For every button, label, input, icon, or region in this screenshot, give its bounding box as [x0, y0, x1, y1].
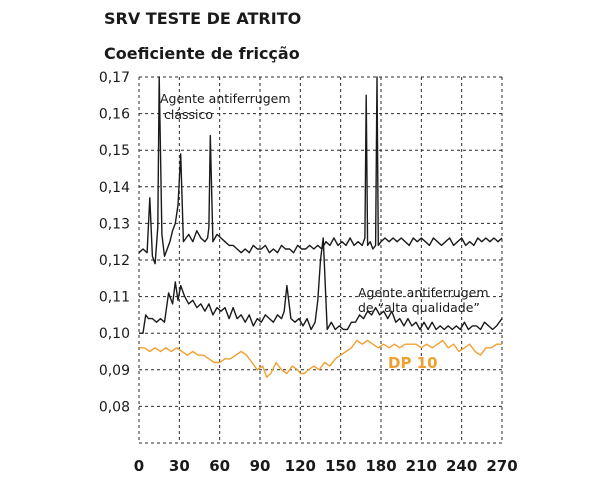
annotation-2: DP 10: [388, 354, 438, 372]
y-tick-label: 0,17: [99, 70, 130, 86]
series-line-0: [138, 76, 503, 265]
x-tick-label: 60: [209, 457, 230, 475]
x-tick-label: 30: [169, 457, 190, 475]
y-tick-label: 0,10: [99, 326, 130, 342]
y-axis-title: Coeficiente de fricção: [104, 44, 300, 63]
y-tick-label: 0,16: [99, 107, 130, 123]
annotation-line: Agente antiferrugem: [160, 91, 291, 106]
y-tick-label: 0,15: [99, 143, 130, 159]
annotation-line: de “alta qualidade”: [358, 300, 480, 315]
series-line-1: [139, 237, 503, 334]
x-tick-label: 120: [285, 457, 316, 475]
x-tick-label: 270: [486, 457, 517, 475]
x-tick-label: 90: [250, 457, 271, 475]
annotation-line: DP 10: [388, 354, 438, 372]
annotation-1: Agente antiferrugem de “alta qualidade”: [358, 285, 489, 315]
annotation-line: clássico: [160, 107, 213, 122]
x-tick-label: 180: [365, 457, 396, 475]
y-tick-label: 0,09: [99, 363, 130, 379]
series-group: [138, 76, 503, 378]
annotation-line: Agente antiferrugem: [358, 285, 489, 300]
y-axis: 0,08 0,09 0,10 0,11 0,12 0,13 0,14 0,15 0,16 0,17: [99, 70, 130, 415]
x-tick-label: 0: [134, 457, 144, 475]
x-axis: 0 30 60 90 120 150 180 210 240 270: [134, 457, 518, 475]
y-tick-label: 0,11: [99, 290, 130, 306]
x-tick-label: 210: [406, 457, 437, 475]
y-tick-label: 0,08: [99, 399, 130, 415]
series-line-2: [139, 339, 502, 378]
x-tick-label: 150: [325, 457, 356, 475]
x-tick-label: 240: [446, 457, 477, 475]
y-tick-label: 0,12: [99, 253, 130, 269]
y-tick-label: 0,13: [99, 216, 130, 232]
chart-title: SRV TESTE DE ATRITO: [104, 9, 301, 28]
y-tick-label: 0,14: [99, 180, 130, 196]
annotation-0: Agente antiferrugem clássico: [160, 91, 291, 122]
